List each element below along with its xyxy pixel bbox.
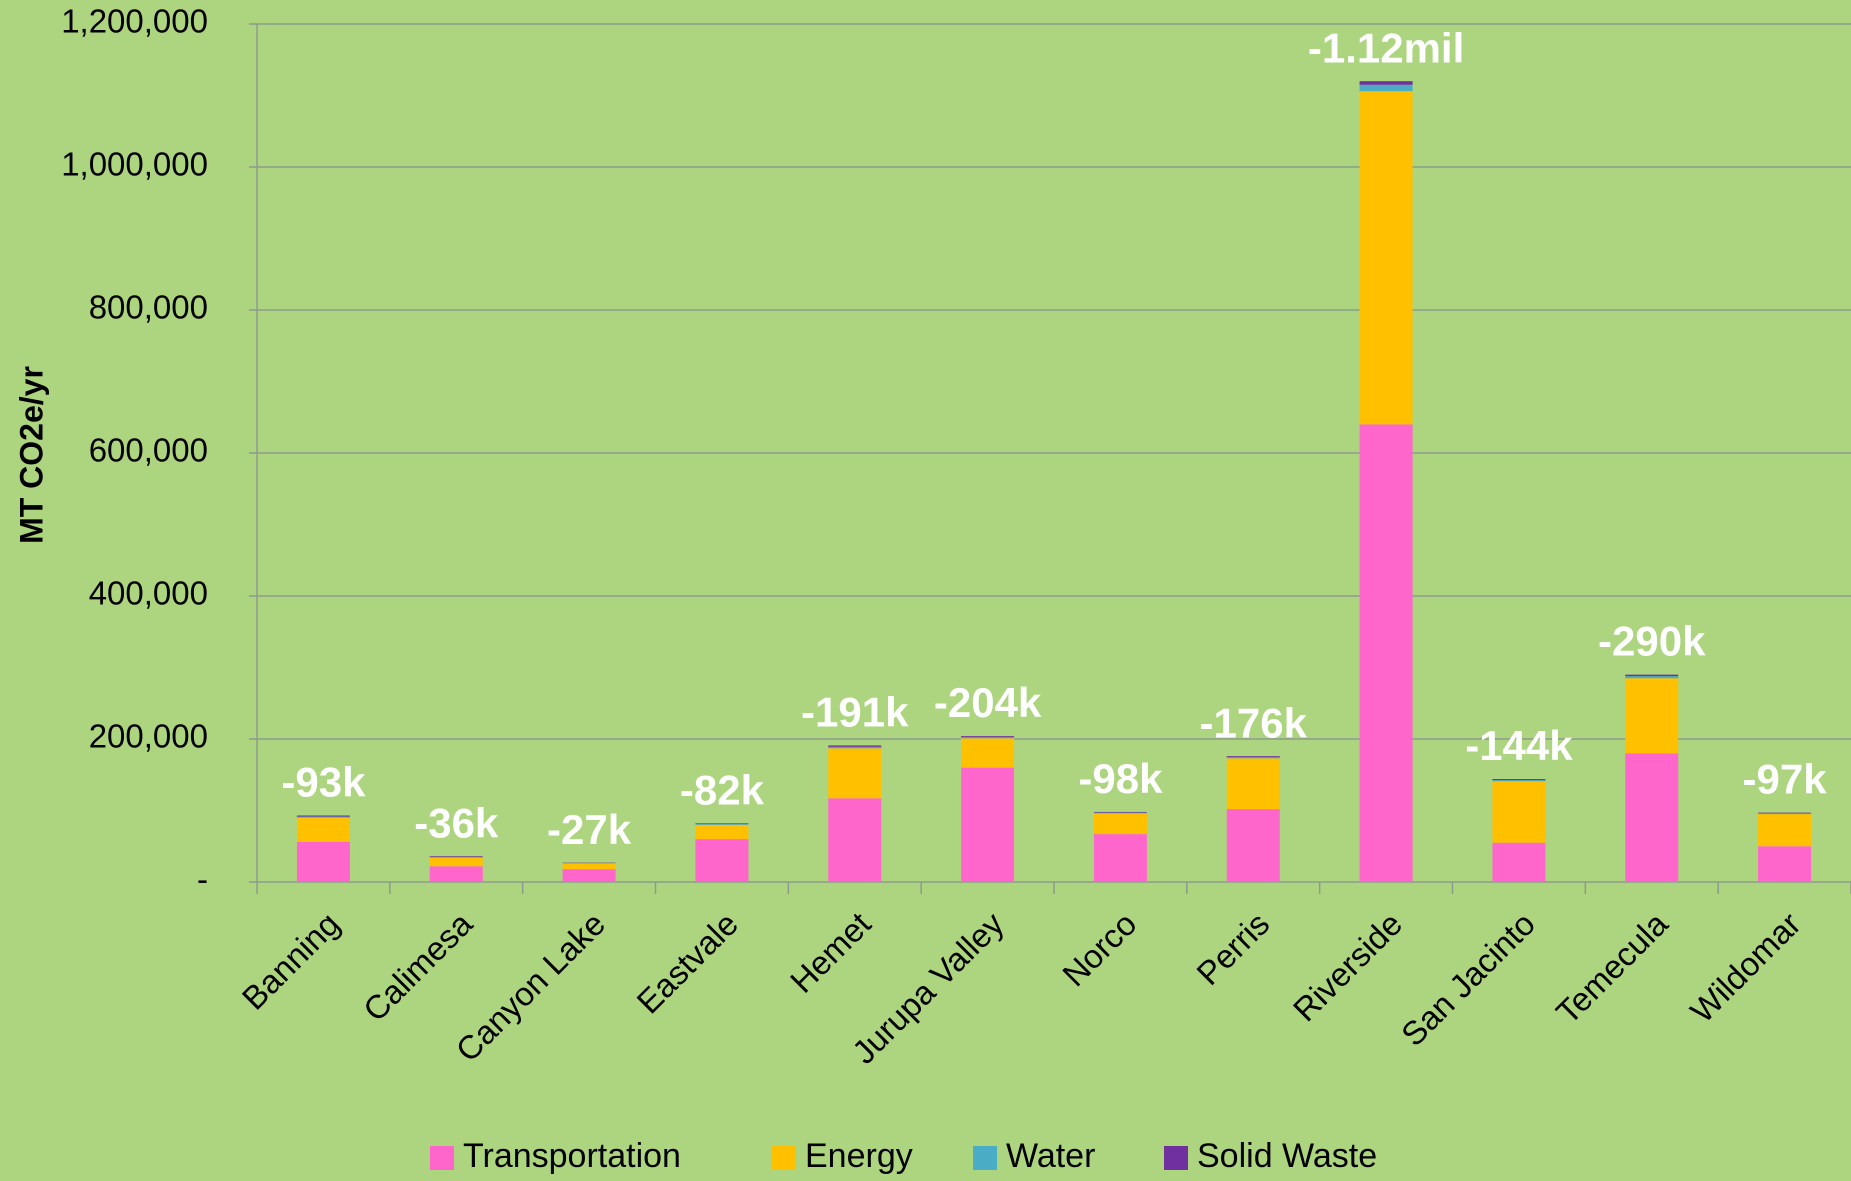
y-tick-label: 600,000 bbox=[89, 432, 208, 469]
y-tick-label: 800,000 bbox=[89, 289, 208, 326]
bar-segment bbox=[1359, 91, 1413, 425]
bar-segment bbox=[429, 856, 483, 858]
bar-segment bbox=[828, 746, 882, 749]
total-label: -290k bbox=[1598, 618, 1706, 665]
bar-segment bbox=[695, 824, 749, 840]
bar-segment bbox=[429, 857, 483, 867]
total-label: -98k bbox=[1078, 755, 1163, 802]
x-tick-label: Banning bbox=[235, 905, 347, 1017]
x-tick-label: San Jacinto bbox=[1394, 905, 1542, 1053]
total-label: -36k bbox=[414, 799, 499, 846]
bar-segment bbox=[1093, 813, 1147, 835]
y-axis-label: MT CO2e/yr bbox=[13, 366, 49, 544]
bar-segment bbox=[1492, 780, 1546, 782]
legend-label: Solid Waste bbox=[1197, 1137, 1377, 1175]
bar-segment bbox=[961, 767, 1015, 882]
total-label: -144k bbox=[1465, 722, 1573, 769]
legend-swatch bbox=[973, 1146, 997, 1170]
x-tick-label: Eastvale bbox=[629, 905, 745, 1021]
total-label: -191k bbox=[801, 689, 909, 736]
y-tick-label: 200,000 bbox=[89, 718, 208, 755]
bar-segment bbox=[1359, 424, 1413, 882]
x-tick-label: Perris bbox=[1189, 905, 1276, 992]
bar-segment bbox=[1758, 846, 1812, 882]
bar-segment bbox=[562, 869, 616, 882]
bar-segment bbox=[961, 737, 1015, 739]
bar-segment bbox=[961, 736, 1015, 738]
total-label: -204k bbox=[934, 679, 1042, 726]
bar-segment bbox=[1625, 674, 1679, 677]
legend-label: Water bbox=[1006, 1137, 1095, 1175]
legend-swatch bbox=[430, 1146, 454, 1170]
y-tick-label: 1,200,000 bbox=[61, 3, 208, 40]
y-tick-label: - bbox=[197, 861, 208, 898]
x-tick-label: Calimesa bbox=[356, 904, 480, 1028]
bar-segment bbox=[1359, 84, 1413, 92]
legend-label: Energy bbox=[805, 1137, 913, 1175]
total-label: -27k bbox=[547, 806, 632, 853]
total-label: -1.12mil bbox=[1308, 24, 1464, 71]
bar-segment bbox=[1226, 757, 1280, 759]
x-tick-label: Riverside bbox=[1286, 905, 1409, 1028]
x-tick-label: Norco bbox=[1055, 905, 1143, 993]
bar-segment bbox=[1758, 812, 1812, 814]
bar-segment bbox=[429, 856, 483, 857]
bar-segment bbox=[1226, 756, 1280, 758]
bar-segment bbox=[429, 866, 483, 882]
total-label: -97k bbox=[1743, 756, 1828, 803]
bar-segment bbox=[828, 745, 882, 747]
legend-label: Transportation bbox=[463, 1137, 681, 1175]
total-label: -93k bbox=[281, 759, 366, 806]
bar-segment bbox=[1758, 813, 1812, 815]
bar-segment bbox=[1093, 812, 1147, 814]
bar-segment bbox=[828, 798, 882, 882]
x-tick-label: Hemet bbox=[783, 905, 878, 1000]
x-tick-label: Temecula bbox=[1549, 904, 1675, 1030]
y-tick-label: 400,000 bbox=[89, 575, 208, 612]
bar-segment bbox=[1492, 779, 1546, 781]
bar-segment bbox=[695, 824, 749, 825]
legend-swatch bbox=[772, 1146, 796, 1170]
bar-segment bbox=[1093, 811, 1147, 813]
bar-segment bbox=[1492, 842, 1546, 882]
bar-segment bbox=[1625, 678, 1679, 754]
bar-segment bbox=[1359, 81, 1413, 85]
bar-segment bbox=[1226, 758, 1280, 810]
y-tick-label: 1,000,000 bbox=[61, 146, 208, 183]
bar-segment bbox=[1625, 676, 1679, 679]
bar-segment bbox=[296, 816, 350, 818]
bar-segment bbox=[296, 815, 350, 817]
bar-segment bbox=[1492, 781, 1546, 843]
bar-segment bbox=[1226, 809, 1280, 882]
bar-segment bbox=[296, 817, 350, 842]
bar-segment bbox=[1093, 834, 1147, 882]
bar-segment bbox=[828, 748, 882, 799]
total-label: -82k bbox=[680, 766, 765, 813]
total-label: -176k bbox=[1200, 699, 1308, 746]
x-tick-label: Wildomar bbox=[1683, 905, 1808, 1030]
bar-segment bbox=[296, 841, 350, 882]
bar-segment bbox=[562, 863, 616, 870]
legend-swatch bbox=[1164, 1146, 1188, 1170]
bar-segment bbox=[695, 839, 749, 882]
bar-segment bbox=[695, 823, 749, 825]
bar-segment bbox=[961, 738, 1015, 768]
bar-segment bbox=[1625, 753, 1679, 882]
bar-segment bbox=[1758, 814, 1812, 847]
